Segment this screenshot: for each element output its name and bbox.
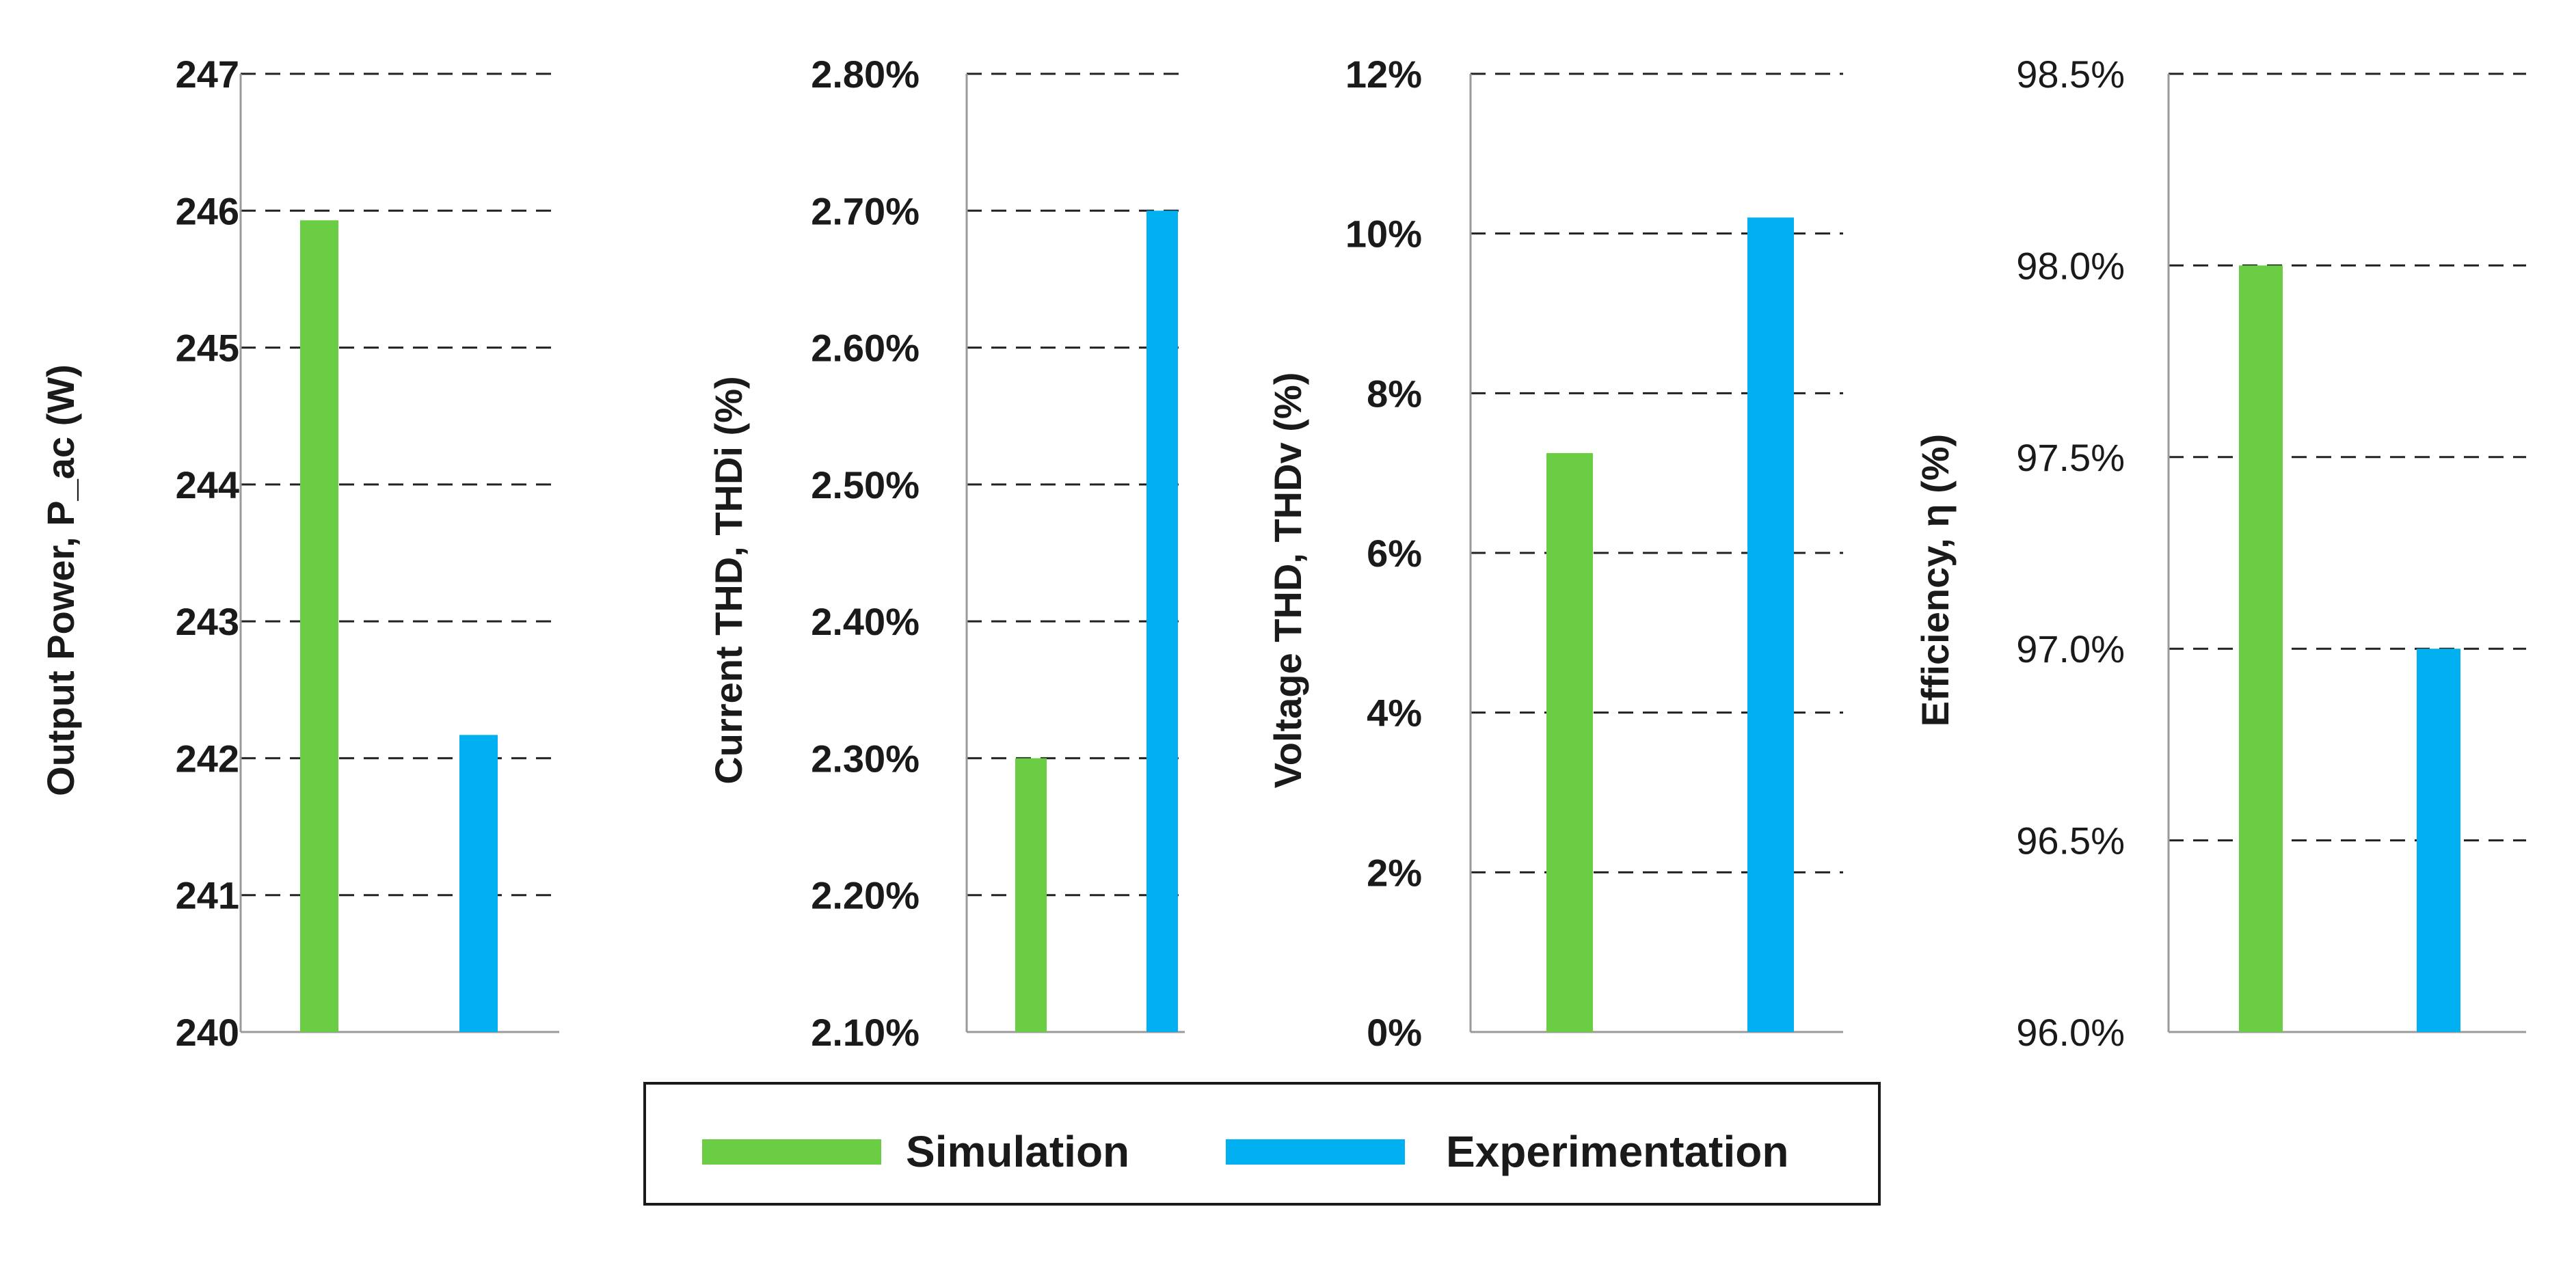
y-tick-label: 2.80% [811, 53, 920, 96]
y-tick-label: 4% [1367, 692, 1422, 735]
bar-experimentation [1747, 217, 1794, 1032]
y-tick-label: 242 [176, 737, 239, 780]
y-tick-label: 98.0% [2016, 244, 2125, 287]
y-tick-label: 245 [176, 327, 239, 370]
bar-experimentation [1146, 210, 1178, 1033]
bar-simulation [300, 220, 338, 1033]
y-tick-label: 243 [176, 600, 239, 643]
y-tick-label: 2.20% [811, 874, 920, 917]
bar-simulation [1015, 758, 1047, 1032]
legend-swatch-experimentation [1226, 1139, 1405, 1165]
legend-label-experimentation: Experimentation [1446, 1127, 1788, 1176]
y-tick-label: 247 [176, 53, 239, 96]
chart-panels: 240 241 242 243 244 245 246 247 Output Power, P_… [39, 53, 2526, 1054]
y-tick-label: 2% [1367, 851, 1422, 894]
y-tick-label: 2.40% [811, 600, 920, 643]
y-tick-label: 96.5% [2016, 819, 2125, 863]
y-tick-label: 240 [176, 1011, 239, 1054]
y-tick-label: 12% [1345, 53, 1422, 96]
y-tick-label: 246 [176, 189, 239, 232]
bar-simulation [2239, 265, 2283, 1032]
y-axis-title: Voltage THD, THDv (%) [1266, 372, 1309, 789]
y-tick-label: 0% [1367, 1011, 1422, 1054]
y-tick-label: 97.0% [2016, 627, 2125, 670]
y-tick-label: 2.50% [811, 463, 920, 506]
y-tick-label: 8% [1367, 372, 1422, 415]
y-tick-label: 98.5% [2016, 53, 2125, 96]
chart-panel-1: 240 241 242 243 244 245 246 247 Output Power, P_… [39, 53, 559, 1054]
y-tick-label: 2.10% [811, 1011, 920, 1054]
y-axis-title: Efficiency, η (%) [1914, 434, 1957, 726]
bar-simulation [1546, 452, 1593, 1032]
bar-experimentation [459, 735, 498, 1032]
legend-label-simulation: Simulation [906, 1127, 1129, 1176]
y-tick-label: 2.30% [811, 737, 920, 780]
chart-panel-4: 96.0% 96.5% 97.0% 97.5% 98.0% 98.5% Efficiency… [1914, 53, 2526, 1054]
y-tick-label: 2.60% [811, 327, 920, 370]
bar-experimentation [2417, 649, 2460, 1032]
y-tick-label: 6% [1367, 532, 1422, 575]
y-tick-label: 244 [176, 463, 239, 506]
legend: Simulation Experimentation [643, 1082, 1881, 1206]
chart-panel-3: 0% 2% 4% 6% 8% 10% 12% Voltage THD, THDv (%) [1266, 53, 1843, 1054]
y-axis-title: Output Power, P_ac (W) [39, 364, 82, 796]
legend-swatch-simulation [702, 1139, 881, 1165]
y-tick-label: 2.70% [811, 189, 920, 232]
y-axis-title: Current THD, THDi (%) [707, 376, 750, 784]
y-tick-label: 241 [176, 874, 239, 917]
y-tick-label: 97.5% [2016, 436, 2125, 479]
y-tick-label: 96.0% [2016, 1011, 2125, 1054]
chart-panel-2: 2.10% 2.20% 2.30% 2.40% 2.50% 2.60% 2.70% 2.80%… [707, 53, 1185, 1054]
y-tick-label: 10% [1345, 213, 1422, 256]
